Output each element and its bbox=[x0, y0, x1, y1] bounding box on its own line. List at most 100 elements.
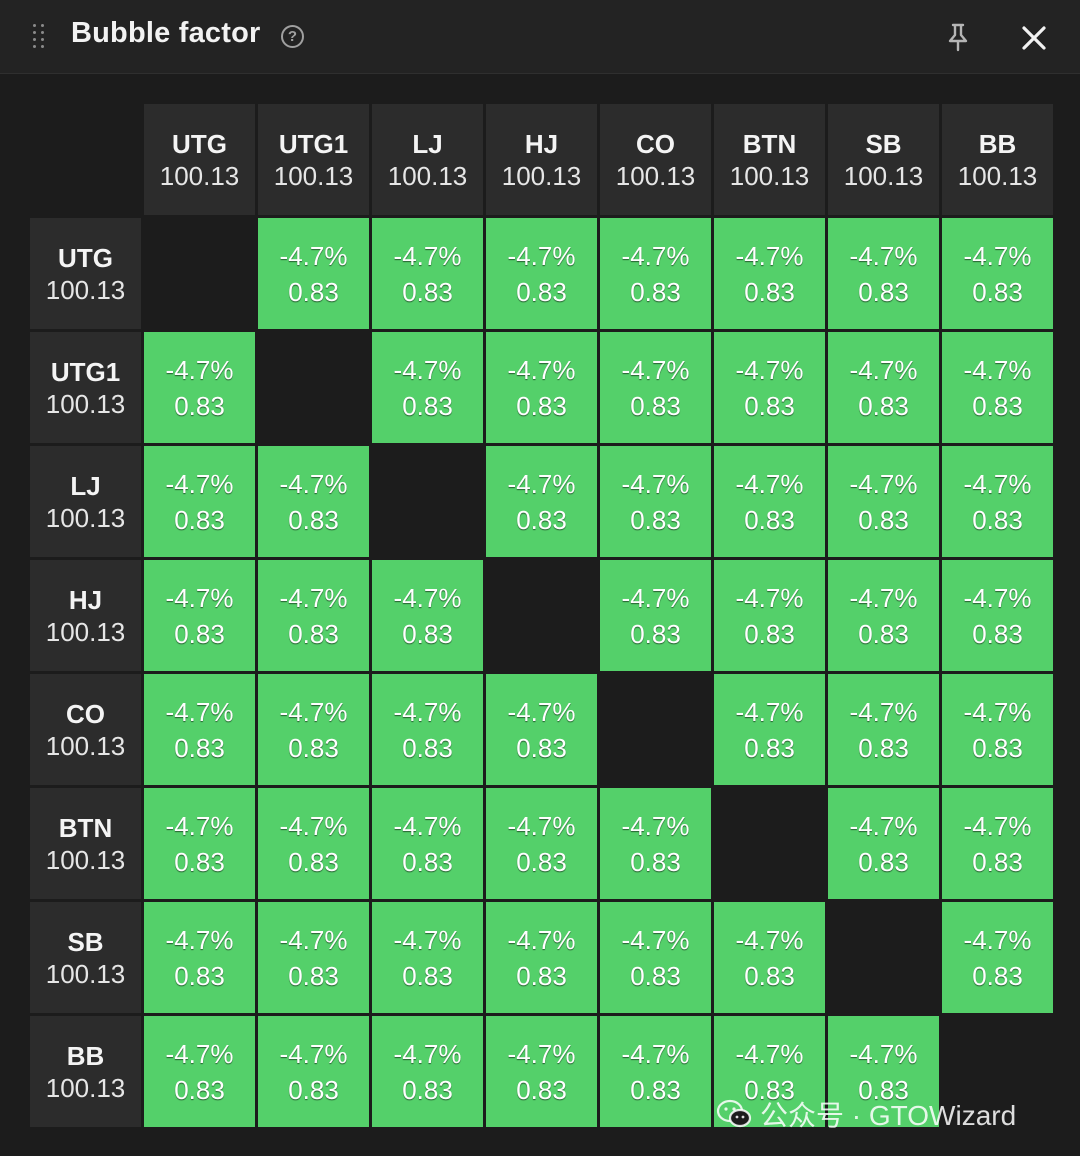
matrix-value-cell[interactable]: -4.7% 0.83 bbox=[486, 674, 597, 785]
matrix-value-cell[interactable]: -4.7% 0.83 bbox=[144, 560, 255, 671]
matrix-value-cell[interactable]: -4.7% 0.83 bbox=[714, 674, 825, 785]
column-position-label: HJ bbox=[524, 128, 559, 159]
matrix-value-cell[interactable]: -4.7% 0.83 bbox=[942, 674, 1053, 785]
bubble-factor-value: 0.83 bbox=[630, 504, 681, 535]
equity-change-label: -4.7% bbox=[963, 354, 1032, 385]
matrix-value-cell[interactable]: -4.7% 0.83 bbox=[144, 1016, 255, 1127]
bubble-factor-value: 0.83 bbox=[744, 390, 795, 421]
row-stack-label: 100.13 bbox=[45, 388, 126, 419]
matrix-value-cell[interactable]: -4.7% 0.83 bbox=[144, 674, 255, 785]
row-position-label: CO bbox=[66, 698, 105, 729]
column-position-label: UTG1 bbox=[278, 128, 349, 159]
matrix-value-cell[interactable]: -4.7% 0.83 bbox=[372, 560, 483, 671]
matrix-value-cell[interactable]: -4.7% 0.83 bbox=[828, 218, 939, 329]
equity-change-label: -4.7% bbox=[165, 810, 234, 841]
matrix-value-cell[interactable]: -4.7% 0.83 bbox=[828, 674, 939, 785]
bubble-factor-value: 0.83 bbox=[288, 846, 339, 877]
matrix-value-cell[interactable]: -4.7% 0.83 bbox=[144, 788, 255, 899]
matrix-value-cell[interactable]: -4.7% 0.83 bbox=[372, 1016, 483, 1127]
matrix-corner bbox=[30, 104, 141, 215]
equity-change-label: -4.7% bbox=[165, 924, 234, 955]
matrix-value-cell[interactable]: -4.7% 0.83 bbox=[942, 788, 1053, 899]
equity-change-label: -4.7% bbox=[393, 240, 462, 271]
bubble-factor-value: 0.83 bbox=[972, 732, 1023, 763]
matrix-value-cell[interactable]: -4.7% 0.83 bbox=[942, 902, 1053, 1013]
matrix-value-cell[interactable]: -4.7% 0.83 bbox=[372, 674, 483, 785]
matrix-value-cell[interactable]: -4.7% 0.83 bbox=[144, 902, 255, 1013]
matrix-value-cell[interactable]: -4.7% 0.83 bbox=[828, 446, 939, 557]
matrix-value-cell[interactable]: -4.7% 0.83 bbox=[486, 446, 597, 557]
row-stack-label: 100.13 bbox=[45, 730, 126, 761]
matrix-value-cell[interactable]: -4.7% 0.83 bbox=[828, 1016, 939, 1127]
column-position-label: CO bbox=[636, 128, 675, 159]
equity-change-label: -4.7% bbox=[735, 924, 804, 955]
matrix-value-cell[interactable]: -4.7% 0.83 bbox=[486, 332, 597, 443]
matrix-value-cell[interactable]: -4.7% 0.83 bbox=[258, 1016, 369, 1127]
matrix-value-cell[interactable]: -4.7% 0.83 bbox=[372, 902, 483, 1013]
matrix-value-cell[interactable]: -4.7% 0.83 bbox=[600, 560, 711, 671]
matrix-value-cell[interactable]: -4.7% 0.83 bbox=[372, 788, 483, 899]
matrix-value-cell[interactable]: -4.7% 0.83 bbox=[486, 788, 597, 899]
equity-change-label: -4.7% bbox=[963, 696, 1032, 727]
matrix-value-cell[interactable]: -4.7% 0.83 bbox=[486, 902, 597, 1013]
matrix-value-cell[interactable]: -4.7% 0.83 bbox=[714, 446, 825, 557]
matrix-value-cell[interactable]: -4.7% 0.83 bbox=[600, 218, 711, 329]
equity-change-label: -4.7% bbox=[849, 354, 918, 385]
bubble-factor-value: 0.83 bbox=[858, 504, 909, 535]
matrix-value-cell[interactable]: -4.7% 0.83 bbox=[372, 332, 483, 443]
matrix-value-cell[interactable]: -4.7% 0.83 bbox=[144, 446, 255, 557]
matrix-value-cell[interactable]: -4.7% 0.83 bbox=[714, 218, 825, 329]
matrix-value-cell[interactable]: -4.7% 0.83 bbox=[942, 218, 1053, 329]
matrix-value-cell[interactable]: -4.7% 0.83 bbox=[942, 446, 1053, 557]
equity-change-label: -4.7% bbox=[849, 696, 918, 727]
matrix-value-cell[interactable]: -4.7% 0.83 bbox=[258, 446, 369, 557]
bubble-factor-value: 0.83 bbox=[858, 846, 909, 877]
pin-icon[interactable] bbox=[944, 22, 972, 52]
matrix-value-cell[interactable]: -4.7% 0.83 bbox=[942, 332, 1053, 443]
matrix-value-cell[interactable]: -4.7% 0.83 bbox=[600, 1016, 711, 1127]
help-icon[interactable]: ? bbox=[281, 25, 304, 48]
equity-change-label: -4.7% bbox=[507, 240, 576, 271]
equity-change-label: -4.7% bbox=[963, 924, 1032, 955]
matrix-value-cell[interactable]: -4.7% 0.83 bbox=[486, 1016, 597, 1127]
matrix-value-cell[interactable]: -4.7% 0.83 bbox=[258, 902, 369, 1013]
matrix-value-cell[interactable]: -4.7% 0.83 bbox=[600, 332, 711, 443]
column-stack-label: 100.13 bbox=[501, 160, 582, 191]
matrix-value-cell[interactable]: -4.7% 0.83 bbox=[372, 218, 483, 329]
matrix-value-cell[interactable]: -4.7% 0.83 bbox=[600, 902, 711, 1013]
close-icon[interactable] bbox=[1018, 22, 1050, 54]
equity-change-label: -4.7% bbox=[735, 696, 804, 727]
matrix-value-cell[interactable]: -4.7% 0.83 bbox=[714, 332, 825, 443]
matrix-value-cell[interactable]: -4.7% 0.83 bbox=[600, 788, 711, 899]
equity-change-label: -4.7% bbox=[393, 582, 462, 613]
equity-change-label: -4.7% bbox=[621, 924, 690, 955]
equity-change-label: -4.7% bbox=[165, 696, 234, 727]
watermark: 公众号 · GTOWizard bbox=[716, 1096, 1016, 1132]
bubble-factor-value: 0.83 bbox=[858, 276, 909, 307]
matrix-value-cell[interactable]: -4.7% 0.83 bbox=[486, 218, 597, 329]
matrix-value-cell[interactable]: -4.7% 0.83 bbox=[942, 560, 1053, 671]
matrix-value-cell[interactable]: -4.7% 0.83 bbox=[714, 902, 825, 1013]
bubble-factor-value: 0.83 bbox=[288, 618, 339, 649]
matrix-diagonal-cell bbox=[714, 788, 825, 899]
equity-change-label: -4.7% bbox=[963, 468, 1032, 499]
drag-handle-icon[interactable] bbox=[33, 24, 47, 52]
column-header-utg: UTG 100.13 bbox=[144, 104, 255, 215]
bubble-factor-value: 0.83 bbox=[744, 732, 795, 763]
matrix-value-cell[interactable]: -4.7% 0.83 bbox=[600, 446, 711, 557]
equity-change-label: -4.7% bbox=[393, 354, 462, 385]
matrix-value-cell[interactable]: -4.7% 0.83 bbox=[828, 560, 939, 671]
bubble-factor-value: 0.83 bbox=[858, 732, 909, 763]
matrix-value-cell[interactable]: -4.7% 0.83 bbox=[258, 560, 369, 671]
matrix-value-cell[interactable]: -4.7% 0.83 bbox=[258, 788, 369, 899]
bubble-factor-value: 0.83 bbox=[972, 618, 1023, 649]
matrix-value-cell[interactable]: -4.7% 0.83 bbox=[828, 788, 939, 899]
matrix-value-cell[interactable]: -4.7% 0.83 bbox=[258, 218, 369, 329]
matrix-value-cell[interactable]: -4.7% 0.83 bbox=[714, 560, 825, 671]
row-stack-label: 100.13 bbox=[45, 616, 126, 647]
matrix-value-cell[interactable]: -4.7% 0.83 bbox=[258, 674, 369, 785]
matrix-value-cell[interactable]: -4.7% 0.83 bbox=[828, 332, 939, 443]
equity-change-label: -4.7% bbox=[393, 696, 462, 727]
column-position-label: BB bbox=[978, 128, 1017, 159]
matrix-value-cell[interactable]: -4.7% 0.83 bbox=[144, 332, 255, 443]
